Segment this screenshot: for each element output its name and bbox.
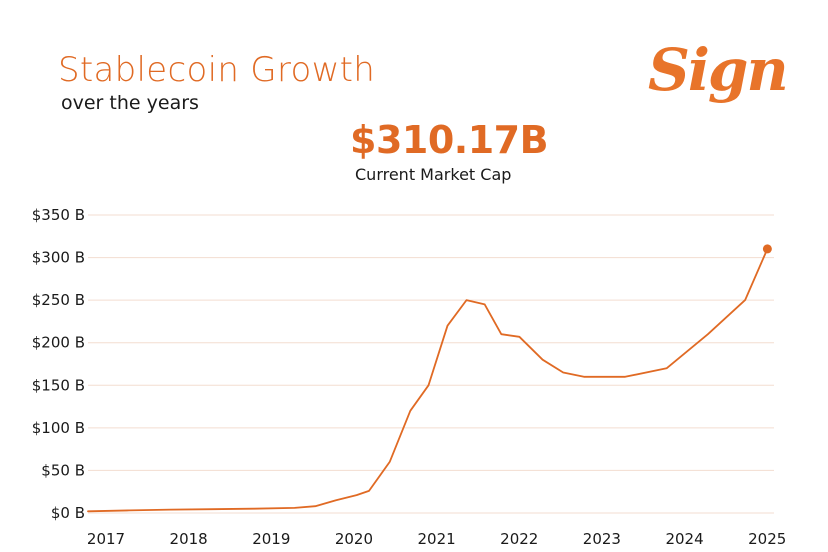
x-tick-label: 2020 — [335, 530, 373, 548]
x-tick-label: 2019 — [252, 530, 290, 548]
x-axis-ticks: 2017 2018 2019 2020 2021 2022 2023 2024 2025 — [87, 530, 786, 548]
x-tick-label: 2018 — [170, 530, 208, 548]
x-tick-label: 2025 — [748, 530, 786, 548]
series-line — [87, 247, 769, 513]
x-tick-label: 2024 — [665, 530, 703, 548]
x-tick-label: 2017 — [87, 530, 125, 548]
y-tick-label: $350 B — [32, 206, 85, 224]
y-tick-label: $0 B — [51, 504, 85, 522]
y-tick-label: $200 B — [32, 334, 85, 352]
y-tick-label: $100 B — [32, 419, 85, 437]
chart-title: Stablecoin Growth — [58, 50, 376, 90]
current-market-cap-value: $310.17B — [350, 118, 549, 162]
grid-lines — [88, 214, 774, 514]
y-tick-label: $150 B — [32, 376, 85, 394]
y-axis-ticks: $0 B $50 B $100 B $150 B $200 B $250 B $300 B $… — [32, 206, 85, 522]
series-layer — [87, 244, 772, 513]
sign-logo: Sign — [648, 36, 789, 104]
x-tick-label: 2023 — [583, 530, 621, 548]
x-tick-label: 2021 — [418, 530, 456, 548]
current-market-cap-label: Current Market Cap — [355, 165, 512, 184]
y-tick-label: $250 B — [32, 291, 85, 309]
chart-subtitle: over the years — [61, 92, 199, 114]
y-tick-label: $300 B — [32, 249, 85, 267]
y-tick-label: $50 B — [41, 461, 85, 479]
x-tick-label: 2022 — [500, 530, 538, 548]
current-value-marker — [762, 244, 772, 254]
